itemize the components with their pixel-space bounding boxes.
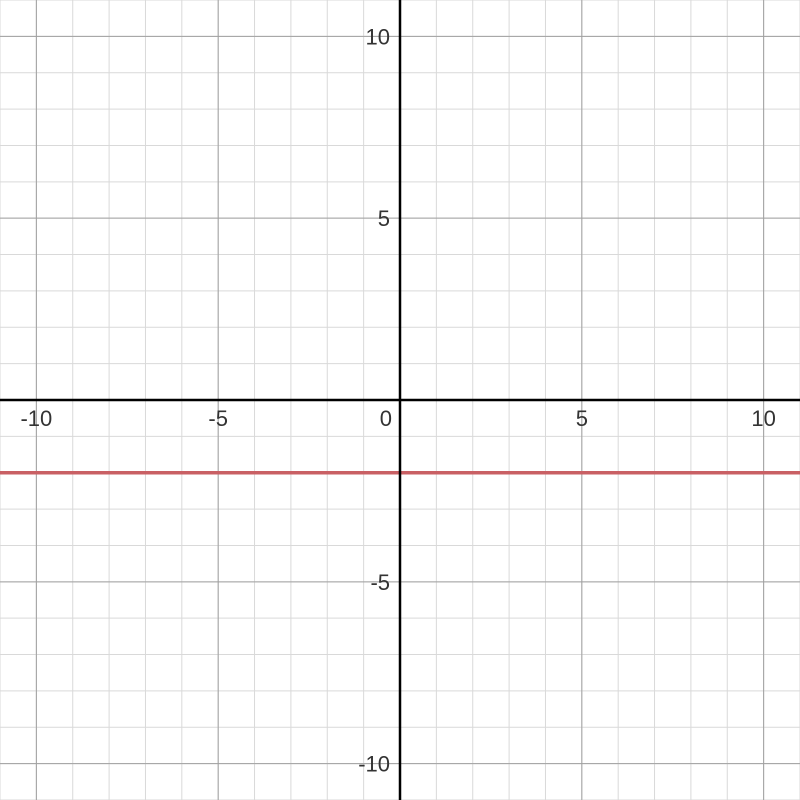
y-tick-label: -10: [358, 752, 390, 777]
x-tick-label: -10: [20, 406, 52, 431]
x-tick-label: -5: [208, 406, 228, 431]
x-tick-label: 10: [751, 406, 775, 431]
grid-svg: -10 -5 0 5 10 -10 -5 5 10: [0, 0, 800, 800]
x-tick-label: 5: [576, 406, 588, 431]
y-tick-label: 5: [378, 206, 390, 231]
coordinate-plane: -10 -5 0 5 10 -10 -5 5 10: [0, 0, 800, 800]
y-tick-label: 10: [366, 24, 390, 49]
y-tick-label: -5: [370, 570, 390, 595]
x-tick-label: 0: [380, 406, 392, 431]
